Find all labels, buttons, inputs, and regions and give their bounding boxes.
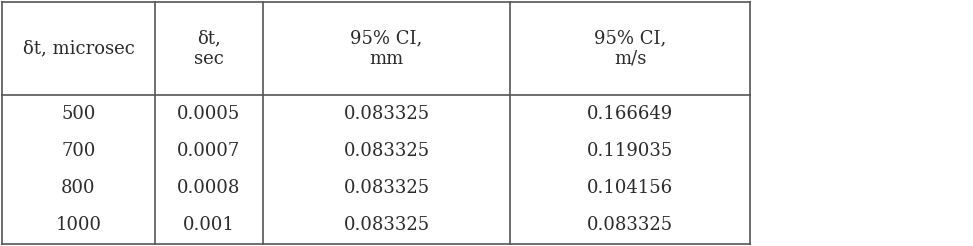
Text: 95% CI,
m/s: 95% CI, m/s [594, 29, 667, 68]
Text: 700: 700 [61, 142, 95, 160]
Text: 0.166649: 0.166649 [587, 105, 673, 123]
Text: δt, microsec: δt, microsec [22, 40, 134, 58]
Text: 1000: 1000 [55, 216, 101, 234]
Text: 0.104156: 0.104156 [587, 179, 673, 197]
Text: 0.083325: 0.083325 [587, 216, 673, 234]
Text: 0.083325: 0.083325 [343, 142, 429, 160]
Text: 0.083325: 0.083325 [343, 216, 429, 234]
Text: 0.0005: 0.0005 [177, 105, 240, 123]
Text: 0.0007: 0.0007 [177, 142, 240, 160]
Text: 0.001: 0.001 [183, 216, 234, 234]
Text: 800: 800 [61, 179, 95, 197]
Text: 0.083325: 0.083325 [343, 105, 429, 123]
Text: 0.0008: 0.0008 [177, 179, 240, 197]
Text: δt,
sec: δt, sec [194, 29, 224, 68]
Text: 0.083325: 0.083325 [343, 179, 429, 197]
Text: 0.119035: 0.119035 [587, 142, 673, 160]
Text: 500: 500 [61, 105, 95, 123]
Text: 95% CI,
mm: 95% CI, mm [350, 29, 422, 68]
